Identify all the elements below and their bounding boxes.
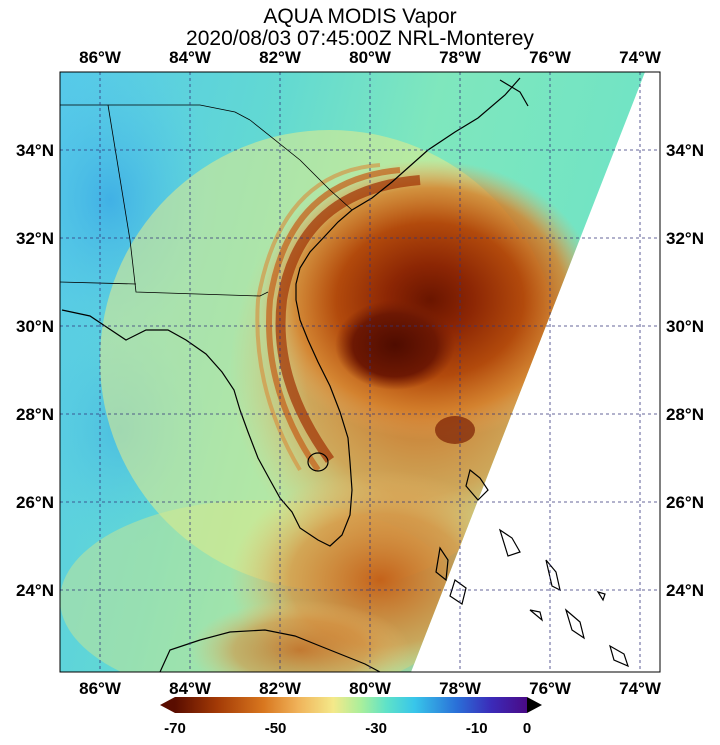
- colorbar-left-arrow: [160, 697, 175, 713]
- lon-label-top: 74°W: [619, 48, 662, 67]
- lat-label-left: 26°N: [16, 493, 54, 512]
- lon-label-top: 76°W: [529, 48, 572, 67]
- lat-label-right: 24°N: [666, 581, 704, 600]
- lat-label-right: 30°N: [666, 317, 704, 336]
- map-frame: [59, 71, 661, 673]
- satellite-swath: [60, 72, 660, 672]
- lat-lon-grid: [60, 72, 660, 672]
- lat-label-right: 32°N: [666, 229, 704, 248]
- colorbar-tick-label: 0: [523, 720, 531, 737]
- colorbar-tick-label: -50: [265, 720, 287, 737]
- lat-label-right: 28°N: [666, 405, 704, 424]
- lon-label-top: 78°W: [439, 48, 482, 67]
- colorbar: -70 -50 -30 -10 0: [160, 697, 542, 737]
- colorbar-tick-label: -10: [466, 720, 488, 737]
- lon-label-bottom: 76°W: [529, 679, 572, 698]
- lon-label-bottom: 86°W: [79, 679, 122, 698]
- lon-label-top: 86°W: [79, 48, 122, 67]
- lat-label-left: 34°N: [16, 141, 54, 160]
- colorbar-right-arrow: [527, 697, 542, 713]
- colorbar-tick-label: -30: [365, 720, 387, 737]
- lon-label-bottom: 80°W: [349, 679, 392, 698]
- lat-label-left: 24°N: [16, 581, 54, 600]
- lon-label-top: 84°W: [169, 48, 212, 67]
- colorbar-tick-label: -70: [164, 720, 186, 737]
- lon-label-bottom: 74°W: [619, 679, 662, 698]
- lon-label-bottom: 84°W: [169, 679, 212, 698]
- axis-labels: 86°W 86°W 84°W 84°W 82°W 82°W 80°W 80°W 78°W 78°W…: [16, 48, 704, 698]
- lon-label-top: 82°W: [259, 48, 302, 67]
- lat-label-right: 26°N: [666, 493, 704, 512]
- lat-label-left: 28°N: [16, 405, 54, 424]
- lat-label-left: 32°N: [16, 229, 54, 248]
- title-line-2: 2020/08/03 07:45:00Z NRL-Monterey: [186, 27, 534, 50]
- lon-label-bottom: 78°W: [439, 679, 482, 698]
- lat-label-left: 30°N: [16, 317, 54, 336]
- coastlines: [60, 77, 629, 672]
- lon-label-top: 80°W: [349, 48, 392, 67]
- title-line-1: AQUA MODIS Vapor: [263, 5, 457, 28]
- lat-label-right: 34°N: [666, 141, 704, 160]
- lon-label-bottom: 82°W: [259, 679, 302, 698]
- colorbar-gradient: [175, 697, 527, 713]
